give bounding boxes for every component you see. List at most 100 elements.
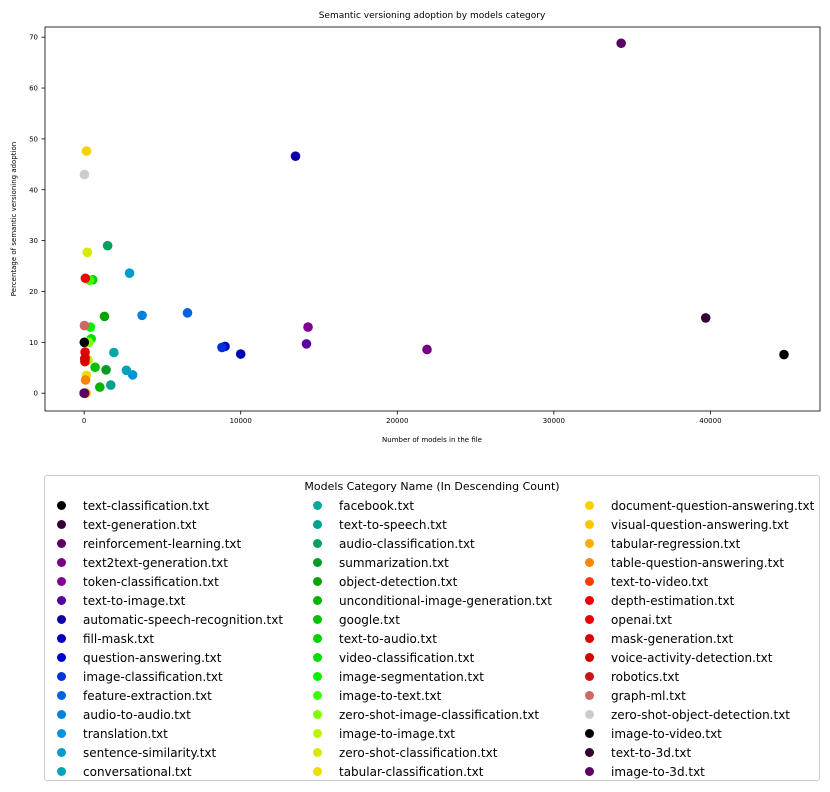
legend-marker <box>585 729 594 738</box>
legend-marker <box>585 634 594 643</box>
legend-item: question-answering.txt <box>45 648 283 667</box>
legend-marker <box>585 520 594 529</box>
legend-marker <box>585 615 594 624</box>
legend-label: robotics.txt <box>611 669 680 684</box>
x-axis: 0 10000 20000 30000 40000 <box>82 411 722 425</box>
legend-label: audio-classification.txt <box>339 536 475 551</box>
data-point-depth-estimation <box>80 273 91 284</box>
legend-label: audio-to-audio.txt <box>83 707 191 722</box>
data-point-summarization <box>101 365 111 375</box>
legend-marker <box>313 596 322 605</box>
legend-label: graph-ml.txt <box>611 688 686 703</box>
y-tick-label: 50 <box>29 135 38 143</box>
legend-item: text-to-audio.txt <box>301 629 552 648</box>
legend-label: openai.txt <box>611 612 672 627</box>
legend-item: image-segmentation.txt <box>301 667 552 686</box>
legend-item: translation.txt <box>45 724 283 743</box>
legend-marker <box>585 577 594 586</box>
legend-column-1: text-classification.txt text-generation.t… <box>45 496 283 781</box>
data-point-sentence-similarity <box>124 268 135 278</box>
data-point-google <box>90 362 100 373</box>
legend-marker <box>313 748 322 757</box>
legend-marker <box>313 653 322 662</box>
legend-title: Models Category Name (In Descending Coun… <box>304 480 560 493</box>
data-point-text-to-speech <box>105 380 116 390</box>
x-tick-label: 10000 <box>230 417 252 425</box>
legend-item: document-question-answering.txt <box>573 496 814 515</box>
data-point-audio-classification <box>102 240 113 251</box>
legend-item: feature-extraction.txt <box>45 686 283 705</box>
legend-label: video-classification.txt <box>339 650 475 665</box>
y-tick-label: 20 <box>29 288 38 296</box>
data-point-conversational <box>121 365 132 376</box>
y-tick-label: 70 <box>29 34 38 42</box>
data-point-text-classification <box>779 349 789 360</box>
legend-label: facebook.txt <box>339 498 415 513</box>
legend-item: fill-mask.txt <box>45 629 283 648</box>
data-point-text-to-image <box>301 339 312 349</box>
legend-item: video-classification.txt <box>301 648 552 667</box>
legend-item: tabular-regression.txt <box>573 534 814 553</box>
legend-marker <box>57 558 66 567</box>
x-tick-label: 40000 <box>699 417 721 425</box>
legend-item: summarization.txt <box>301 553 552 572</box>
legend-label: summarization.txt <box>339 555 449 570</box>
data-point-voice-activity-detection <box>79 353 90 364</box>
legend-marker <box>313 729 322 738</box>
legend-label: mask-generation.txt <box>611 631 734 646</box>
legend-item: image-to-3d.txt <box>573 762 814 781</box>
legend-item: image-to-text.txt <box>301 686 552 705</box>
data-point-facebook <box>109 347 119 358</box>
legend-item: image-to-video.txt <box>573 724 814 743</box>
legend-marker <box>585 596 594 605</box>
data-point-graph-ml <box>79 320 90 331</box>
legend-marker <box>585 558 594 567</box>
legend-label: zero-shot-classification.txt <box>339 745 498 760</box>
legend-label: text-to-3d.txt <box>611 745 692 760</box>
x-tick-label: 20000 <box>386 417 408 425</box>
legend-marker <box>313 672 322 681</box>
legend-marker <box>313 501 322 510</box>
legend-item: depth-estimation.txt <box>573 591 814 610</box>
y-tick-label: 60 <box>29 85 38 93</box>
data-points <box>79 38 789 398</box>
legend-item: image-classification.txt <box>45 667 283 686</box>
legend-marker <box>57 672 66 681</box>
legend-label: text-to-speech.txt <box>339 517 447 532</box>
chart-title: Semantic versioning adoption by models c… <box>319 11 546 21</box>
y-tick-label: 0 <box>34 390 38 398</box>
legend-item: openai.txt <box>573 610 814 629</box>
legend-item: mask-generation.txt <box>573 629 814 648</box>
legend-marker <box>57 653 66 662</box>
legend-label: fill-mask.txt <box>83 631 155 646</box>
legend-marker <box>57 767 66 776</box>
legend-label: automatic-speech-recognition.txt <box>83 612 284 627</box>
legend-label: depth-estimation.txt <box>611 593 735 608</box>
legend-item: zero-shot-classification.txt <box>301 743 552 762</box>
legend-label: image-to-video.txt <box>611 726 722 741</box>
data-point-unconditional-image-generation <box>94 382 105 392</box>
x-tick-label: 0 <box>82 417 86 425</box>
legend-label: text-to-audio.txt <box>339 631 437 646</box>
legend-item: voice-activity-detection.txt <box>573 648 814 667</box>
data-point-table-question-answering <box>80 375 91 385</box>
legend-item: robotics.txt <box>573 667 814 686</box>
scatter-chart: Semantic versioning adoption by models c… <box>10 11 821 444</box>
legend-label: text-to-video.txt <box>611 574 709 589</box>
legend-marker <box>57 501 66 510</box>
legend-item: text-to-image.txt <box>45 591 283 610</box>
legend-marker <box>585 748 594 757</box>
data-point-reinforcement-learning <box>616 38 626 49</box>
legend-item: visual-question-answering.txt <box>573 515 814 534</box>
legend-marker <box>585 672 594 681</box>
legend-label: zero-shot-image-classification.txt <box>339 707 540 722</box>
legend-item: facebook.txt <box>301 496 552 515</box>
legend-marker <box>585 653 594 662</box>
legend-column-3: document-question-answering.txt visual-qu… <box>573 496 814 781</box>
y-axis: 0 10 20 30 40 50 60 70 <box>29 34 45 398</box>
legend-item: image-to-image.txt <box>301 724 552 743</box>
legend-item: audio-to-audio.txt <box>45 705 283 724</box>
legend-item: text-classification.txt <box>45 496 283 515</box>
legend-marker <box>313 615 322 624</box>
legend-item: text2text-generation.txt <box>45 553 283 572</box>
